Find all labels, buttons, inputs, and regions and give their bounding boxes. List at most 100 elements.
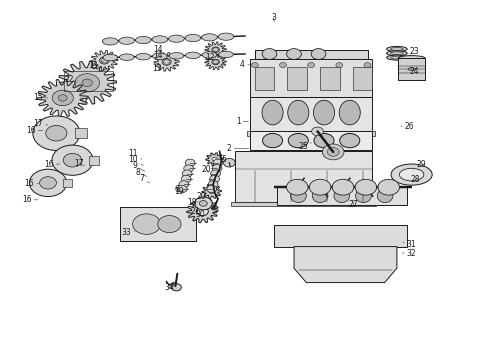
Bar xyxy=(288,67,307,90)
Text: 29: 29 xyxy=(414,161,426,170)
Circle shape xyxy=(213,48,219,52)
Ellipse shape xyxy=(119,37,135,44)
Circle shape xyxy=(312,127,323,136)
Circle shape xyxy=(182,170,192,177)
Polygon shape xyxy=(58,61,117,104)
Circle shape xyxy=(262,49,277,59)
Circle shape xyxy=(99,57,109,64)
Circle shape xyxy=(207,185,217,193)
Circle shape xyxy=(172,284,181,291)
Bar xyxy=(255,50,368,59)
Circle shape xyxy=(287,49,301,59)
Circle shape xyxy=(185,159,195,166)
Text: 33: 33 xyxy=(122,229,135,238)
Text: 16: 16 xyxy=(26,126,43,135)
Ellipse shape xyxy=(391,52,403,55)
Bar xyxy=(277,186,407,205)
Text: 21: 21 xyxy=(190,207,200,216)
Text: 32: 32 xyxy=(402,249,416,258)
Text: 7: 7 xyxy=(140,174,149,183)
Circle shape xyxy=(336,63,343,68)
Polygon shape xyxy=(206,153,223,166)
Circle shape xyxy=(46,125,67,141)
Text: 17: 17 xyxy=(33,118,48,127)
Bar xyxy=(250,59,372,97)
Circle shape xyxy=(355,179,377,195)
Bar xyxy=(255,67,274,90)
Text: 5: 5 xyxy=(221,154,226,163)
Ellipse shape xyxy=(391,164,432,185)
Circle shape xyxy=(184,165,194,172)
Ellipse shape xyxy=(263,134,283,148)
Circle shape xyxy=(213,60,219,64)
Text: 12: 12 xyxy=(205,53,215,62)
Ellipse shape xyxy=(312,189,328,203)
Circle shape xyxy=(162,59,171,65)
Circle shape xyxy=(63,153,82,167)
Ellipse shape xyxy=(391,48,403,50)
Ellipse shape xyxy=(102,38,118,45)
Ellipse shape xyxy=(120,54,134,60)
Circle shape xyxy=(177,185,187,193)
Text: 26: 26 xyxy=(401,122,415,131)
Circle shape xyxy=(199,201,207,206)
Ellipse shape xyxy=(169,35,184,42)
Text: 15: 15 xyxy=(33,94,48,102)
Circle shape xyxy=(332,179,354,195)
Circle shape xyxy=(223,158,235,167)
Text: 10: 10 xyxy=(128,154,144,166)
Ellipse shape xyxy=(103,54,118,61)
Ellipse shape xyxy=(288,134,308,148)
Circle shape xyxy=(378,179,399,195)
Text: 18: 18 xyxy=(187,198,197,207)
Ellipse shape xyxy=(399,168,424,181)
Circle shape xyxy=(251,63,258,68)
Circle shape xyxy=(327,148,339,156)
Bar xyxy=(64,71,113,91)
Circle shape xyxy=(308,63,315,68)
Circle shape xyxy=(212,157,217,161)
Ellipse shape xyxy=(291,189,306,203)
Circle shape xyxy=(40,177,56,189)
Circle shape xyxy=(29,169,67,197)
Text: 20: 20 xyxy=(202,165,212,174)
Text: 30: 30 xyxy=(195,210,205,219)
Bar xyxy=(235,151,372,202)
Text: 8: 8 xyxy=(136,167,147,176)
Circle shape xyxy=(133,214,161,234)
Circle shape xyxy=(287,179,308,195)
Text: 4: 4 xyxy=(240,60,249,69)
Text: 23: 23 xyxy=(406,46,419,55)
Circle shape xyxy=(210,175,220,183)
Ellipse shape xyxy=(202,52,217,58)
Polygon shape xyxy=(202,184,221,199)
Bar xyxy=(398,58,425,80)
Text: 9: 9 xyxy=(133,161,145,171)
Circle shape xyxy=(212,165,222,172)
Circle shape xyxy=(101,58,108,63)
Circle shape xyxy=(195,197,212,210)
Ellipse shape xyxy=(169,53,184,59)
Circle shape xyxy=(75,74,99,92)
Polygon shape xyxy=(37,79,88,117)
Circle shape xyxy=(208,181,218,188)
Text: 1: 1 xyxy=(236,117,248,126)
Text: 6: 6 xyxy=(175,184,180,194)
Circle shape xyxy=(309,179,331,195)
Ellipse shape xyxy=(218,33,234,40)
Text: 11: 11 xyxy=(128,149,142,159)
Ellipse shape xyxy=(387,55,407,60)
Circle shape xyxy=(53,91,73,105)
Ellipse shape xyxy=(339,100,360,125)
Circle shape xyxy=(58,95,67,101)
Ellipse shape xyxy=(152,53,167,59)
Text: 24: 24 xyxy=(406,67,419,76)
Ellipse shape xyxy=(391,56,403,59)
Bar xyxy=(231,202,376,206)
Circle shape xyxy=(52,90,74,106)
Bar xyxy=(250,97,372,131)
Circle shape xyxy=(52,145,93,175)
Circle shape xyxy=(202,206,209,211)
Circle shape xyxy=(209,189,215,194)
Circle shape xyxy=(163,59,170,64)
